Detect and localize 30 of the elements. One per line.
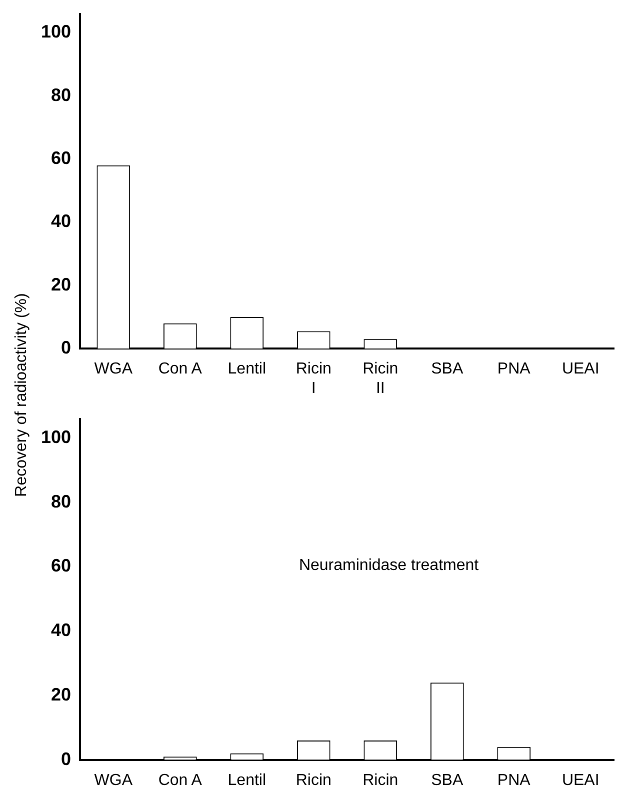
x-tick-label: UEAI (562, 360, 600, 378)
y-axis-title: Recovery of radioactivity (%) (13, 293, 31, 497)
x-tick-label: Lentil (228, 360, 266, 378)
x-tick-label: PNA (497, 360, 531, 378)
y-tick-label: 100 (40, 427, 72, 448)
y-tick-label: 20 (51, 274, 72, 294)
x-tick-label: Ricin I (296, 360, 332, 397)
y-tick-label: 40 (51, 620, 72, 640)
y-tick-label: 60 (51, 556, 72, 576)
x-tick-label: SBA (431, 772, 464, 789)
x-tick-label: Lentil (228, 772, 266, 789)
y-tick-label: 80 (51, 84, 72, 105)
y-tick-label: 40 (51, 211, 72, 232)
y-tick-label: 20 (51, 684, 72, 704)
x-tick-label: PNA (497, 772, 531, 789)
x-tick-label: UEAI (562, 772, 600, 789)
x-tick-label: WGA (94, 772, 133, 789)
annotation: Neuraminidase treatment (298, 556, 480, 574)
y-tick-label: 0 (61, 338, 72, 358)
x-tick-label: Ricin (296, 772, 332, 789)
y-tick-label: 100 (40, 22, 72, 42)
x-tick-label: SBA (431, 360, 464, 378)
x-tick-label: Con A (158, 360, 202, 378)
y-tick-label: 80 (51, 491, 72, 512)
x-tick-label: Ricin II (362, 360, 398, 397)
y-tick-label: 60 (51, 148, 72, 168)
x-tick-label: WGA (94, 360, 133, 378)
x-tick-label: Con A (158, 772, 202, 789)
x-tick-label: Ricin (362, 772, 398, 789)
y-tick-label: 0 (61, 748, 72, 769)
